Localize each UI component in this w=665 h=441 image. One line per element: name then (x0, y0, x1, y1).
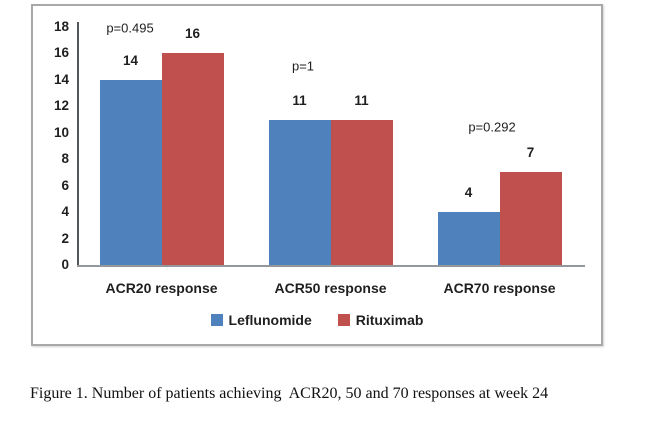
legend-swatch-rituximab-icon (337, 314, 350, 326)
p-value-annotation: p=1 (291, 58, 315, 74)
bar-value-label: 14 (122, 52, 139, 68)
x-category-label: ACR50 response (274, 280, 387, 296)
y-tick-label: 16 (53, 45, 69, 61)
bar-value-label: 4 (464, 185, 473, 201)
bar-rituximab-1 (161, 53, 224, 265)
bar-leflunomide-3 (437, 212, 500, 265)
x-category-label: ACR20 response (105, 280, 218, 296)
p-value-annotation: p=0.495 (106, 20, 154, 36)
bar-leflunomide-1 (99, 79, 162, 265)
plot-area: 0 2 4 6 8 10 12 14 16 18 14 16 ACR20 response 11 11 ACR… (33, 6, 601, 344)
y-axis-line (77, 22, 79, 267)
y-tick-label: 0 (61, 257, 69, 272)
legend: Leflunomide Rituximab (33, 312, 601, 328)
y-tick-label: 14 (53, 71, 69, 87)
x-axis-line (77, 265, 585, 267)
y-tick-label: 6 (61, 177, 69, 193)
legend-item-leflunomide: Leflunomide (210, 312, 312, 328)
bar-value-label: 11 (292, 92, 307, 108)
x-category-label: ACR70 response (443, 280, 556, 296)
bar-leflunomide-2 (268, 119, 331, 265)
legend-label-leflunomide: Leflunomide (228, 312, 312, 328)
figure-caption: Figure 1. Number of patients achieving A… (30, 385, 549, 402)
bar-rituximab-3 (499, 172, 562, 265)
legend-item-rituximab: Rituximab (337, 312, 424, 328)
y-tick-label: 8 (61, 151, 69, 167)
legend-swatch-leflunomide-icon (210, 314, 223, 326)
p-value-annotation: p=0.292 (468, 119, 516, 135)
legend-label-rituximab: Rituximab (355, 312, 424, 328)
bar-rituximab-2 (330, 119, 393, 265)
y-tick-label: 18 (53, 19, 69, 34)
y-tick-label: 4 (61, 204, 69, 220)
bar-value-label: 11 (354, 92, 369, 108)
chart-frame: 0 2 4 6 8 10 12 14 16 18 14 16 ACR20 response 11 11 ACR… (31, 4, 603, 346)
y-tick-label: 12 (53, 98, 69, 114)
bar-value-label: 7 (526, 145, 535, 161)
y-tick-label: 2 (61, 230, 69, 246)
y-tick-label: 10 (53, 124, 69, 140)
bar-value-label: 16 (184, 26, 201, 42)
